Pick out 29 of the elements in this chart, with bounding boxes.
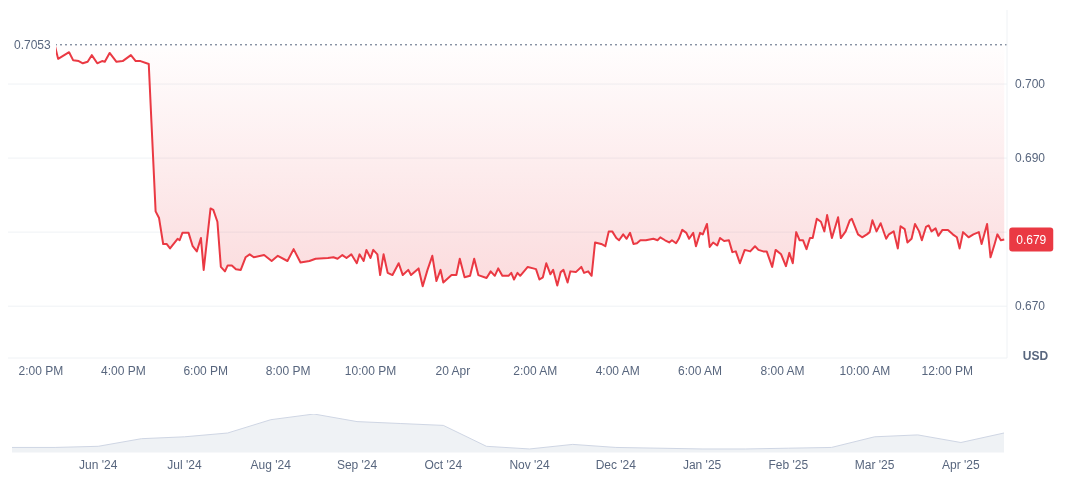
x-tick-label: 6:00 AM <box>678 363 723 378</box>
x-tick-label: 2:00 AM <box>513 363 558 378</box>
y-axis-title: USD <box>1022 349 1049 363</box>
y-tick-label: 0.700 <box>1015 77 1046 92</box>
x-tick-label: Sep '24 <box>336 457 378 472</box>
x-tick-label: 10:00 PM <box>344 363 397 378</box>
x-tick-label: 2:00 PM <box>18 363 64 378</box>
x-tick-label: 8:00 PM <box>265 363 311 378</box>
x-tick-label: Feb '25 <box>768 457 809 472</box>
x-tick-label: Jan '25 <box>682 457 722 472</box>
x-tick-label: Nov '24 <box>509 457 551 472</box>
x-tick-label: 4:00 AM <box>595 363 640 378</box>
x-tick-label: 6:00 PM <box>183 363 229 378</box>
x-tick-label: Dec '24 <box>595 457 637 472</box>
x-tick-label: 8:00 AM <box>760 363 805 378</box>
x-tick-label: 20 Apr <box>435 363 471 378</box>
x-tick-label: Jun '24 <box>79 457 118 472</box>
x-tick-label: 4:00 PM <box>101 363 146 378</box>
x-tick-label: Jul '24 <box>167 457 202 472</box>
annotation: 0.679 <box>1016 232 1047 247</box>
x-tick-label: Aug '24 <box>250 457 292 472</box>
y-tick-label: 0.690 <box>1015 151 1046 166</box>
ref-line-label: 0.7053 <box>14 37 52 52</box>
x-tick-label: 12:00 PM <box>921 363 973 378</box>
x-tick-label: Apr '25 <box>942 457 981 472</box>
y-tick-label: 0.670 <box>1015 299 1046 314</box>
x-tick-label: Mar '25 <box>854 457 895 472</box>
x-tick-label: 10:00 AM <box>839 363 891 378</box>
x-tick-label: Oct '24 <box>424 457 463 472</box>
